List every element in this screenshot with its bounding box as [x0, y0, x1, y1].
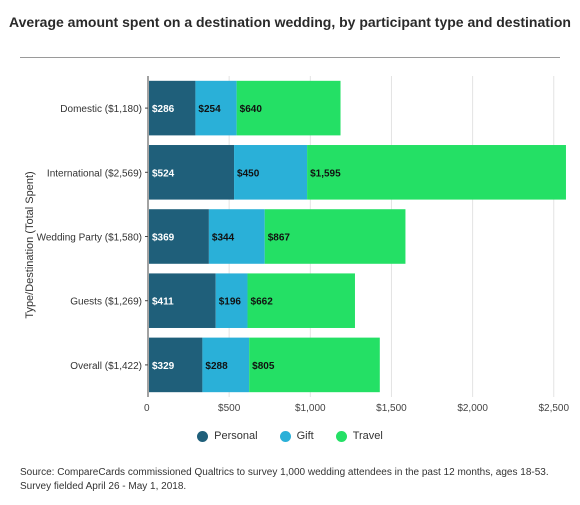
data-label: $329: [152, 361, 175, 372]
data-label: $369: [152, 233, 175, 244]
legend-swatch: [197, 430, 209, 442]
data-label: $640: [240, 104, 263, 115]
category-label: International ($2,569): [47, 168, 142, 179]
chart-title: Average amount spent on a destination we…: [9, 14, 571, 30]
bar-travel: [247, 273, 355, 328]
bar-gift: [234, 145, 308, 200]
data-label: $450: [237, 168, 260, 179]
category-label: Guests ($1,269): [70, 297, 142, 308]
data-label: $254: [198, 104, 221, 115]
legend-label: Travel: [352, 430, 383, 442]
x-tick-label: 0: [144, 403, 150, 414]
legend-label: Gift: [296, 430, 314, 442]
bar-personal: [149, 337, 203, 393]
category-label: Wedding Party ($1,580): [37, 233, 142, 244]
title-divider: [20, 57, 560, 58]
data-label: $344: [212, 233, 235, 244]
legend-item-personal: Personal: [197, 430, 258, 442]
bar-gift: [195, 80, 237, 136]
x-tick-label: $500: [218, 403, 241, 414]
x-tick-label: $2,000: [457, 403, 488, 414]
bar-gift: [202, 337, 250, 393]
legend-swatch: [335, 430, 347, 442]
x-tick-label: $1,000: [295, 403, 326, 414]
bar-personal: [149, 80, 196, 136]
category-label: Overall ($1,422): [70, 361, 142, 372]
bar-travel: [249, 337, 380, 393]
bars: [149, 80, 566, 393]
legend-item-gift: Gift: [279, 430, 314, 442]
data-labels: $286 $254 $640 $524 $450 $1,595 $369 $344 $867 $4…: [152, 104, 341, 372]
source-note: Source: CompareCards commissioned Qualtr…: [20, 467, 549, 492]
bar-gift: [208, 209, 265, 264]
data-label: $411: [152, 297, 174, 308]
legend: Personal Gift Travel: [0, 430, 580, 442]
category-label: Domestic ($1,180): [60, 104, 142, 115]
data-label: $286: [152, 104, 175, 115]
data-label: $805: [252, 361, 275, 372]
legend-item-travel: Travel: [335, 430, 383, 442]
bar-personal: [149, 145, 235, 200]
bar-gift: [215, 273, 248, 328]
data-label: $288: [205, 361, 228, 372]
x-tick-label: $2,500: [538, 403, 569, 414]
chart-plot: $286 $254 $640 $524 $450 $1,595 $369 $344 $867 $4…: [24, 76, 569, 414]
legend-label: Personal: [214, 430, 258, 442]
y-axis-title: Type/Destination (Total Spent): [24, 171, 36, 318]
bar-travel: [236, 80, 341, 136]
bar-personal: [149, 209, 209, 264]
axes: 0 $500 $1,000 $1,500 $2,000 $2,500 Domestic ($…: [37, 76, 569, 414]
data-label: $867: [268, 233, 291, 244]
bar-travel: [307, 145, 566, 200]
data-label: $662: [251, 297, 274, 308]
data-label: $196: [219, 297, 242, 308]
x-tick-label: $1,500: [376, 403, 407, 414]
bar-travel: [264, 209, 406, 264]
legend-swatch: [279, 430, 291, 442]
data-label: $1,595: [310, 168, 341, 179]
bar-personal: [149, 273, 216, 328]
data-label: $524: [152, 168, 175, 179]
